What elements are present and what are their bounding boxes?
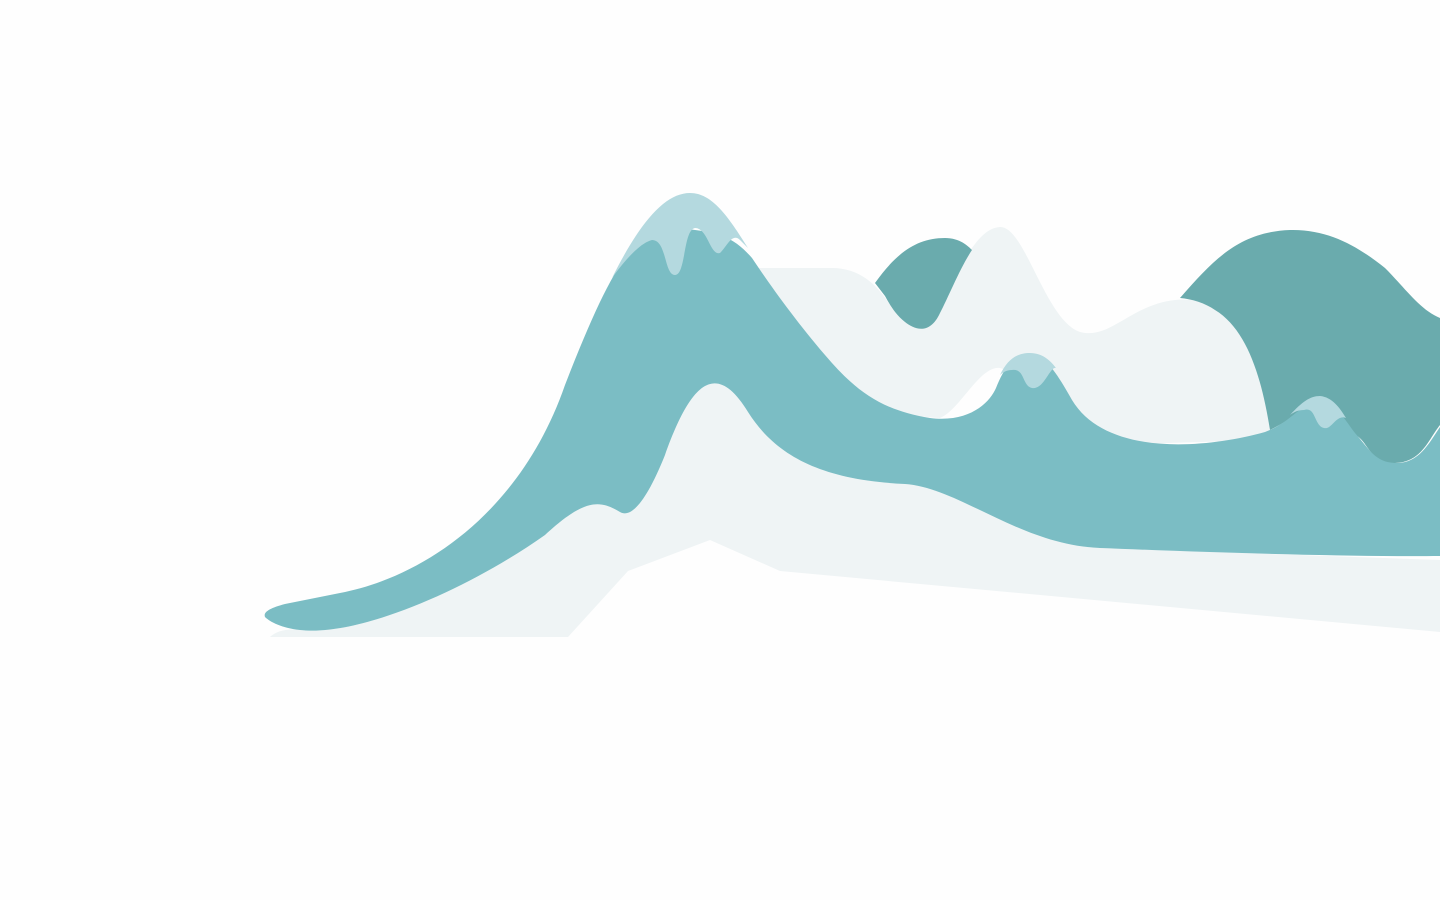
snow-cap-main-peak <box>612 193 748 278</box>
snow-cap-center-peak <box>1000 353 1056 389</box>
far-ridge-right <box>1180 229 1440 464</box>
far-ridge-center <box>875 238 972 329</box>
snow-cap-right-peak <box>1290 396 1346 429</box>
mist-upper-layer <box>745 226 1270 445</box>
main-ridge <box>264 229 1440 631</box>
mist-layer <box>270 383 1440 637</box>
